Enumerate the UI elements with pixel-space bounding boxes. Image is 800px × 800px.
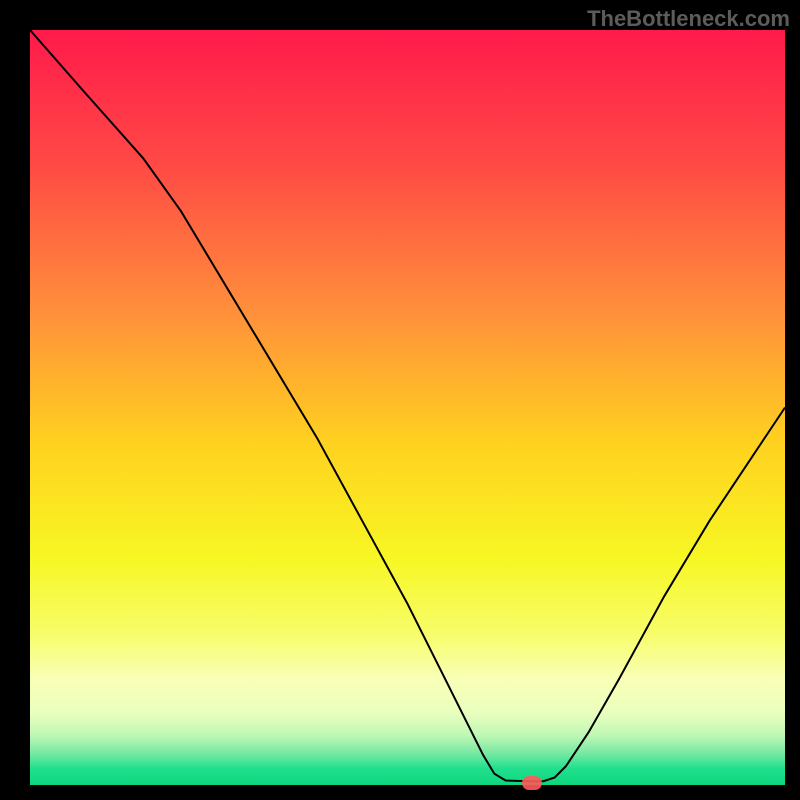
- optimal-point-marker: [522, 776, 542, 790]
- bottleneck-curve: [30, 30, 785, 781]
- chart-plot-area: [30, 30, 785, 785]
- chart-svg: [30, 30, 785, 785]
- watermark-text: TheBottleneck.com: [587, 6, 790, 32]
- chart-background: [30, 30, 785, 785]
